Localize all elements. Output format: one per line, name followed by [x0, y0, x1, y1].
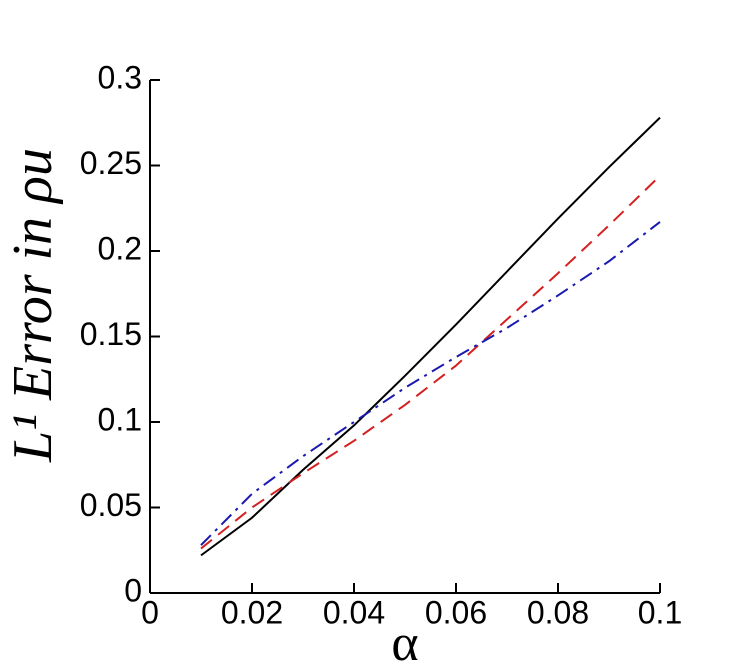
y-axis-label: L¹ Error in ρu	[2, 148, 64, 463]
x-tick-label: 0.06	[425, 594, 487, 630]
y-tick-label: 0	[124, 572, 142, 608]
x-tick-label: 0	[141, 594, 159, 630]
x-tick-label: 0.02	[221, 594, 283, 630]
x-tick-label: 0.08	[527, 594, 589, 630]
x-axis-label: α	[391, 615, 418, 668]
y-tick-label: 0.25	[80, 145, 142, 181]
y-tick-label: 0.15	[80, 316, 142, 352]
series-line	[200, 175, 661, 550]
y-tick-label: 0.05	[80, 487, 142, 523]
series-line	[200, 221, 661, 546]
series-line	[200, 116, 661, 557]
y-tick-label: 0.1	[98, 401, 142, 437]
x-tick-label: 0.04	[323, 594, 385, 630]
y-tick-label: 0.2	[98, 230, 142, 266]
x-tick-label: 0.1	[638, 594, 682, 630]
y-tick-label: 0.3	[98, 59, 142, 95]
